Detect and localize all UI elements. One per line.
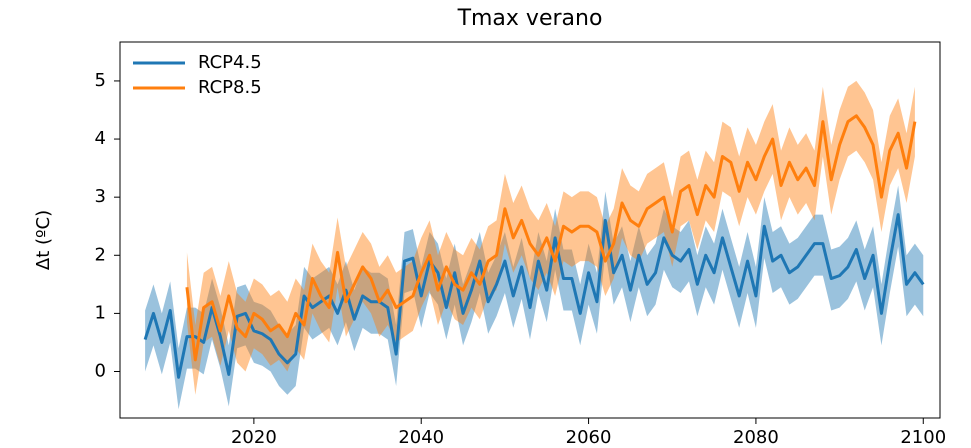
y-tick-label: 5 xyxy=(95,70,106,91)
y-tick-label: 0 xyxy=(95,361,106,382)
y-tick-label: 1 xyxy=(95,302,106,323)
series-line xyxy=(143,213,925,379)
series-line xyxy=(185,114,917,362)
x-tick-label: 2080 xyxy=(733,427,779,448)
x-tick-label: 2100 xyxy=(900,427,946,448)
confidence-band xyxy=(186,80,915,395)
legend-label: RCP8.5 xyxy=(198,77,262,98)
y-tick-label: 3 xyxy=(95,186,106,207)
x-tick-label: 2040 xyxy=(398,427,444,448)
confidence-band xyxy=(145,185,924,410)
y-tick-label: 2 xyxy=(95,244,106,265)
y-axis-label: Δt (ºC) xyxy=(33,210,54,270)
x-tick-label: 2060 xyxy=(566,427,612,448)
y-tick-label: 4 xyxy=(95,128,106,149)
plot-frame xyxy=(119,41,941,419)
x-tick-label: 2020 xyxy=(231,427,277,448)
chart-title: Tmax verano xyxy=(457,6,603,31)
legend-label: RCP4.5 xyxy=(198,52,262,73)
